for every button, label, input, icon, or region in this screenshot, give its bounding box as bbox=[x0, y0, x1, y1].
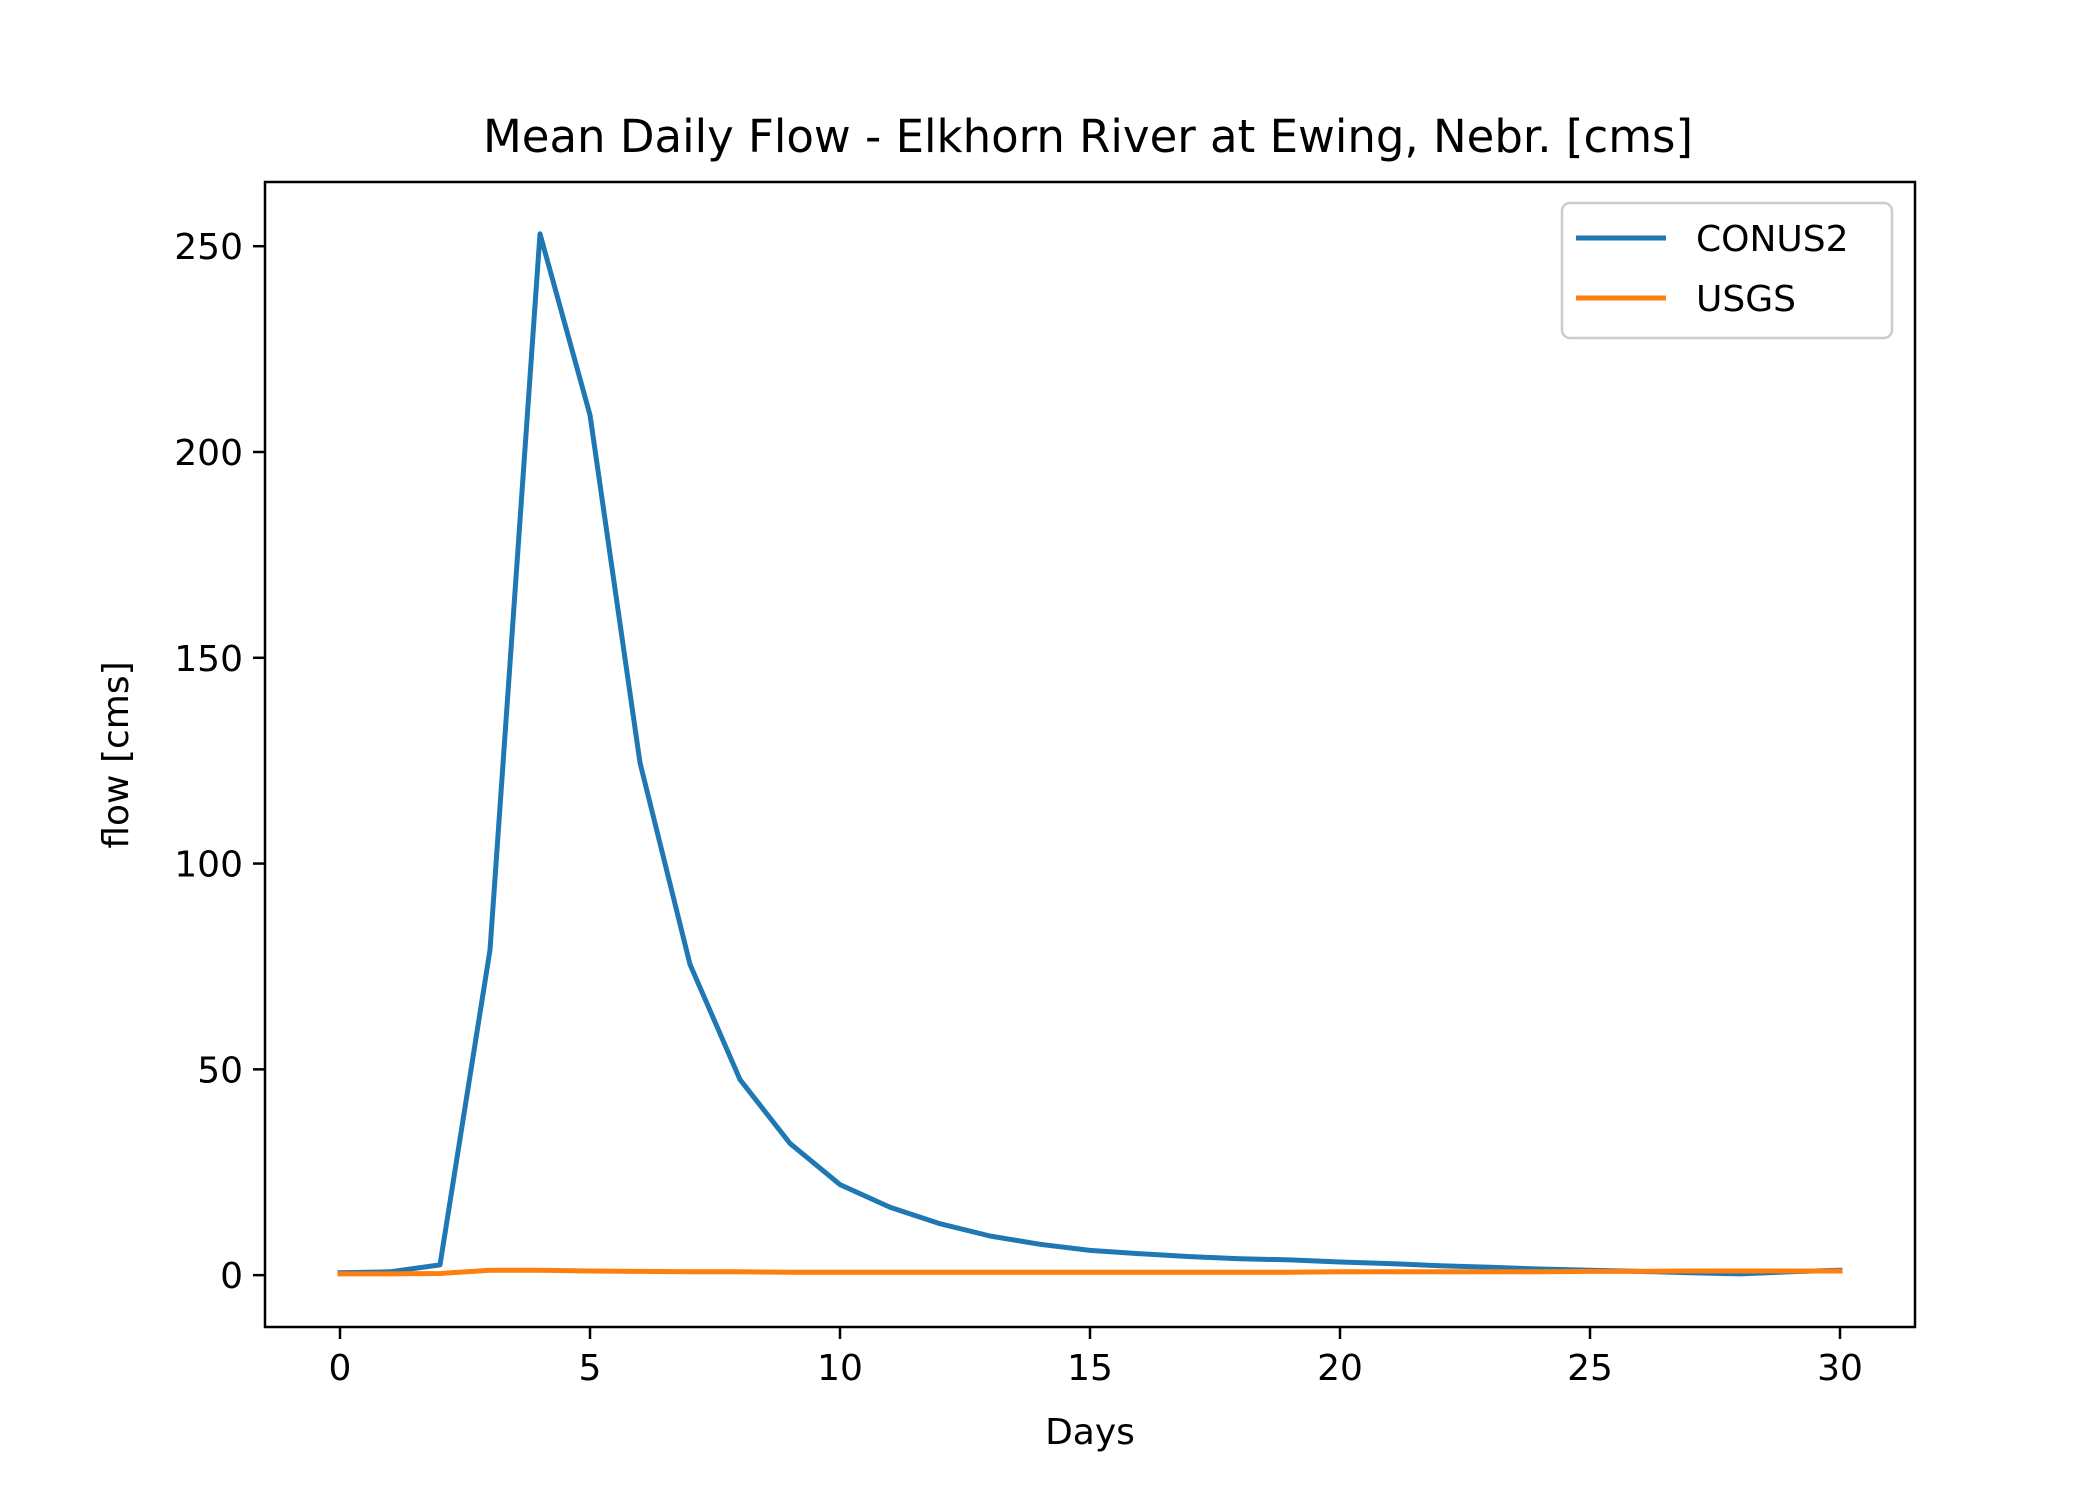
y-axis-label: flow [cms] bbox=[96, 661, 137, 848]
y-tick-label: 100 bbox=[174, 845, 243, 886]
y-tick-label: 250 bbox=[174, 227, 243, 268]
x-tick-label: 10 bbox=[817, 1348, 863, 1389]
series-lines bbox=[337, 231, 1843, 1277]
y-tick-label: 50 bbox=[197, 1050, 243, 1091]
x-axis-label: Days bbox=[1045, 1412, 1135, 1453]
axis-ticks: 0 5 10 15 20 25 30 0 50 100 150 200 250 bbox=[174, 227, 1863, 1389]
y-tick-label: 150 bbox=[174, 639, 243, 680]
x-tick-label: 15 bbox=[1067, 1348, 1113, 1389]
x-tick-label: 30 bbox=[1817, 1348, 1863, 1389]
x-tick-label: 5 bbox=[579, 1348, 602, 1389]
plot-frame bbox=[263, 180, 1917, 1329]
legend: CONUS2 USGS bbox=[1560, 201, 1894, 340]
y-tick-label: 0 bbox=[220, 1256, 243, 1297]
x-tick-label: 25 bbox=[1567, 1348, 1613, 1389]
chart-title: Mean Daily Flow - Elkhorn River at Ewing… bbox=[483, 110, 1693, 163]
legend-label-conus2: CONUS2 bbox=[1696, 219, 1849, 260]
x-tick-label: 0 bbox=[329, 1348, 352, 1389]
plot-area bbox=[265, 182, 1915, 1327]
x-tick-label: 20 bbox=[1317, 1348, 1363, 1389]
series-line-usgs bbox=[337, 1267, 1843, 1277]
legend-label-usgs: USGS bbox=[1696, 279, 1796, 320]
y-tick-label: 200 bbox=[174, 433, 243, 474]
